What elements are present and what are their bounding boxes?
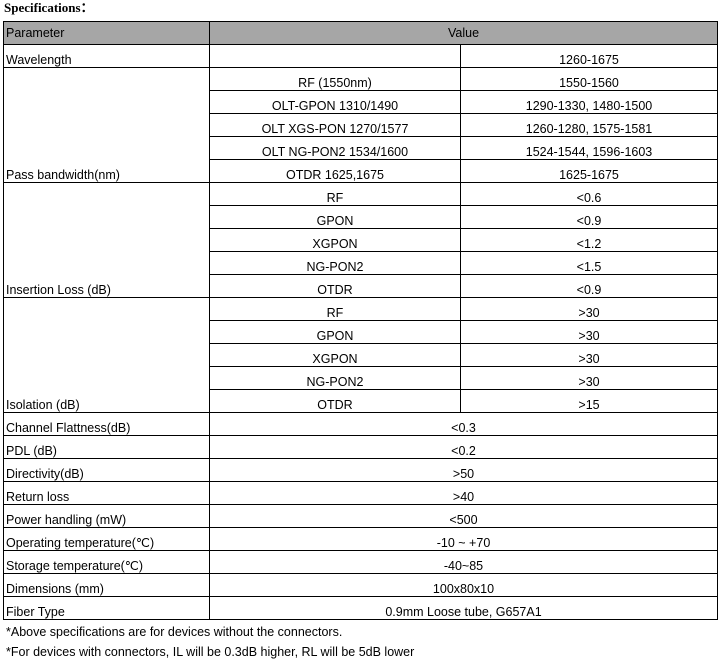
row-sub: OLT-GPON 1310/1490 [209, 90, 461, 114]
row-value: <0.9 [459, 205, 719, 229]
specifications-title: Specifications： [4, 0, 94, 15]
row-value: >30 [459, 343, 719, 367]
table-row: Channel Flattness(dB) <0.3 [3, 412, 719, 436]
table-row: Return loss >40 [3, 481, 719, 505]
footnote: *Above specifications are for devices wi… [6, 625, 343, 639]
row-value: -40~85 [208, 550, 719, 574]
row-label: Directivity(dB) [3, 458, 210, 482]
table-row: Insertion Loss (dB) RF <0.6 [3, 182, 719, 298]
table-row: OLT XGS-PON 1270/1577 1260-1280, 1575-15… [4, 113, 719, 137]
row-label: Return loss [3, 481, 210, 505]
table-row: OTDR 1625,1675 1625-1675 [4, 159, 719, 183]
row-value: <0.6 [459, 182, 719, 206]
row-value: 0.9mm Loose tube, G657A1 [208, 596, 719, 620]
footnotes: *Above specifications are for devices wi… [6, 622, 414, 662]
row-label-wavelength: Wavelength [3, 44, 210, 68]
row-value: -10 ~ +70 [208, 527, 719, 551]
row-label-isolation: Isolation (dB) [3, 297, 210, 413]
row-value: 1625-1675 [459, 159, 719, 183]
row-label: Operating temperature(℃) [3, 527, 210, 551]
row-value: <0.9 [459, 274, 719, 298]
row-sub: NG-PON2 [209, 251, 461, 275]
row-sub: XGPON [209, 228, 461, 252]
row-sub: OLT NG-PON2 1534/1600 [209, 136, 461, 160]
row-value: >40 [208, 481, 719, 505]
table-row: OTDR <0.9 [4, 274, 719, 298]
row-label-pass-bandwidth: Pass bandwidth(nm) [3, 67, 210, 183]
row-sub: RF (1550nm) [209, 67, 461, 91]
row-sub: OTDR [209, 274, 461, 298]
row-sub: OLT XGS-PON 1270/1577 [209, 113, 461, 137]
row-label: Channel Flattness(dB) [3, 412, 210, 436]
row-value: <1.2 [459, 228, 719, 252]
table-row: Directivity(dB) >50 [3, 458, 719, 482]
specifications-table: Parameter Value Wavelength 1260-1675 Pas… [3, 21, 719, 620]
row-label: Storage temperature(℃) [3, 550, 210, 574]
table-row: Operating temperature(℃) -10 ~ +70 [3, 527, 719, 551]
table-row: Wavelength 1260-1675 [3, 44, 719, 68]
row-value: >30 [459, 366, 719, 390]
table-row: Fiber Type 0.9mm Loose tube, G657A1 [3, 596, 719, 620]
row-sub: GPON [209, 205, 461, 229]
row-sub: OTDR [209, 389, 461, 413]
table-row: NG-PON2 <1.5 [4, 251, 719, 275]
row-value: <500 [208, 504, 719, 528]
row-label: PDL (dB) [3, 435, 210, 459]
footnote: *For devices with connectors, IL will be… [6, 645, 415, 659]
row-value: 100x80x10 [208, 573, 719, 597]
table-row: Dimensions (mm) 100x80x10 [3, 573, 719, 597]
row-value: >30 [459, 320, 719, 344]
row-value: >15 [459, 389, 719, 413]
row-sub: RF [209, 297, 461, 321]
table-header-row: Parameter Value [3, 21, 719, 45]
row-sub: NG-PON2 [209, 366, 461, 390]
table-row: OTDR >15 [4, 389, 719, 413]
table-row: Storage temperature(℃) -40~85 [3, 550, 719, 574]
row-value: >30 [459, 297, 719, 321]
row-value-wavelength: 1260-1675 [459, 44, 719, 68]
row-value: 1524-1544, 1596-1603 [459, 136, 719, 160]
row-label: Fiber Type [3, 596, 210, 620]
row-value: 1550-1560 [459, 67, 719, 91]
table-row: XGPON <1.2 [4, 228, 719, 252]
table-row: OLT NG-PON2 1534/1600 1524-1544, 1596-16… [4, 136, 719, 160]
row-value: 1290-1330, 1480-1500 [459, 90, 719, 114]
row-sub: XGPON [209, 343, 461, 367]
table-row: OLT-GPON 1310/1490 1290-1330, 1480-1500 [4, 90, 719, 114]
row-label-insertion-loss: Insertion Loss (dB) [3, 182, 210, 298]
table-row: PDL (dB) <0.2 [3, 435, 719, 459]
table-row: GPON <0.9 [4, 205, 719, 229]
row-sub-empty [209, 44, 461, 68]
row-value: 1260-1280, 1575-1581 [459, 113, 719, 137]
row-label: Dimensions (mm) [3, 573, 210, 597]
row-sub: RF [209, 182, 461, 206]
row-label: Power handling (mW) [3, 504, 210, 528]
row-value: >50 [208, 458, 719, 482]
row-value: <0.3 [208, 412, 719, 436]
header-parameter: Parameter [3, 21, 210, 45]
row-sub: GPON [209, 320, 461, 344]
table-row: Pass bandwidth(nm) RF (1550nm) 1550-1560 [3, 67, 719, 183]
table-row: Power handling (mW) <500 [3, 504, 719, 528]
row-sub: OTDR 1625,1675 [209, 159, 461, 183]
table-row: Isolation (dB) RF >30 [3, 297, 719, 413]
row-value: <1.5 [459, 251, 719, 275]
header-value: Value [208, 21, 719, 45]
row-value: <0.2 [208, 435, 719, 459]
